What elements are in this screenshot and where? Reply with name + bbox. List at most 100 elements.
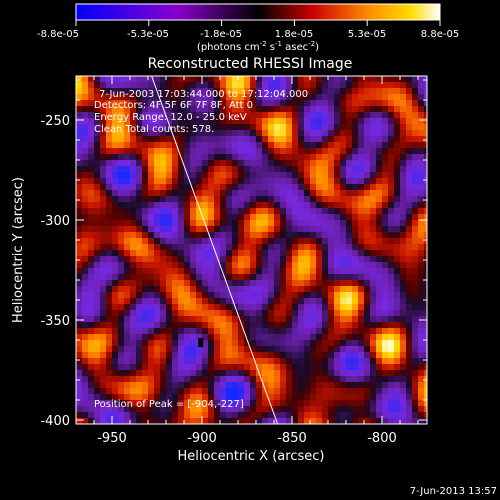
heatmap-cell xyxy=(154,226,160,232)
heatmap-cell xyxy=(196,94,202,100)
heatmap-cell xyxy=(394,88,400,94)
heatmap-cell xyxy=(100,346,106,352)
heatmap-cell xyxy=(178,100,184,106)
heatmap-cell xyxy=(118,214,124,220)
heatmap-cell xyxy=(358,322,364,328)
heatmap-cell xyxy=(292,184,298,190)
heatmap-cell xyxy=(328,406,334,412)
heatmap-cell xyxy=(322,196,328,202)
heatmap-cell xyxy=(220,394,226,400)
heatmap-cell xyxy=(178,244,184,250)
heatmap-cell xyxy=(220,76,226,82)
heatmap-cell xyxy=(388,160,394,166)
heatmap-cell xyxy=(160,94,166,100)
heatmap-cell xyxy=(88,100,94,106)
heatmap-cell xyxy=(328,76,334,82)
heatmap-cell xyxy=(250,196,256,202)
heatmap-cell xyxy=(220,358,226,364)
heatmap-cell xyxy=(190,76,196,82)
heatmap-cell xyxy=(244,184,250,190)
heatmap-cell xyxy=(214,88,220,94)
heatmap-cell xyxy=(184,298,190,304)
heatmap-cell xyxy=(286,256,292,262)
heatmap-cell xyxy=(244,382,250,388)
heatmap-cell xyxy=(346,358,352,364)
heatmap-cell xyxy=(136,136,142,142)
heatmap-cell xyxy=(310,400,316,406)
heatmap-cell xyxy=(118,208,124,214)
heatmap-cell xyxy=(232,136,238,142)
heatmap-cell xyxy=(298,166,304,172)
heatmap-cell xyxy=(148,334,154,340)
heatmap-cell xyxy=(112,238,118,244)
heatmap-cell xyxy=(292,364,298,370)
heatmap-cell xyxy=(418,268,424,274)
heatmap-cell xyxy=(340,274,346,280)
heatmap-cell xyxy=(292,370,298,376)
heatmap-cell xyxy=(328,112,334,118)
heatmap-cell xyxy=(238,238,244,244)
heatmap-cell xyxy=(190,196,196,202)
heatmap-cell xyxy=(166,100,172,106)
heatmap-cell xyxy=(142,202,148,208)
heatmap-cell xyxy=(406,256,412,262)
heatmap-cell xyxy=(244,148,250,154)
heatmap-cell xyxy=(82,328,88,334)
heatmap-cell xyxy=(76,376,82,382)
heatmap-cell xyxy=(136,358,142,364)
heatmap-cell xyxy=(262,280,268,286)
heatmap-cell xyxy=(292,328,298,334)
heatmap-cell xyxy=(226,88,232,94)
heatmap-cell xyxy=(184,244,190,250)
heatmap-cell xyxy=(358,394,364,400)
heatmap-cell xyxy=(244,178,250,184)
heatmap-cell xyxy=(172,346,178,352)
heatmap-cell xyxy=(178,238,184,244)
heatmap-cell xyxy=(418,244,424,250)
heatmap-cell xyxy=(412,130,418,136)
heatmap-cell xyxy=(424,388,427,394)
heatmap-cell xyxy=(184,130,190,136)
heatmap-cell xyxy=(148,196,154,202)
heatmap-cell xyxy=(136,292,142,298)
heatmap-cell xyxy=(166,142,172,148)
heatmap-cell xyxy=(418,148,424,154)
heatmap-cell xyxy=(178,394,184,400)
heatmap-cell xyxy=(154,136,160,142)
heatmap-cell xyxy=(412,358,418,364)
heatmap-cell xyxy=(340,184,346,190)
heatmap-cell xyxy=(160,418,166,424)
heatmap-cell xyxy=(166,418,172,424)
heatmap-cell xyxy=(400,280,406,286)
heatmap-cell xyxy=(166,370,172,376)
heatmap-cell xyxy=(358,118,364,124)
heatmap-cell xyxy=(76,94,82,100)
heatmap-cell xyxy=(274,184,280,190)
heatmap-cell xyxy=(82,94,88,100)
heatmap-cell xyxy=(382,226,388,232)
heatmap-cell xyxy=(358,124,364,130)
heatmap-cell xyxy=(316,292,322,298)
heatmap-cell xyxy=(232,280,238,286)
heatmap-cell xyxy=(304,124,310,130)
heatmap-cell xyxy=(118,376,124,382)
heatmap-cell xyxy=(250,148,256,154)
heatmap-cell xyxy=(310,124,316,130)
heatmap-cell xyxy=(154,76,160,82)
heatmap-cell xyxy=(298,124,304,130)
heatmap-cell xyxy=(160,340,166,346)
heatmap-cell xyxy=(340,358,346,364)
heatmap-cell xyxy=(154,250,160,256)
heatmap-cell xyxy=(208,274,214,280)
heatmap-cell xyxy=(376,340,382,346)
heatmap-cell xyxy=(364,124,370,130)
heatmap-cell xyxy=(370,136,376,142)
heatmap-cell xyxy=(196,136,202,142)
heatmap-cell xyxy=(322,334,328,340)
heatmap-cell xyxy=(76,412,82,418)
heatmap-cell xyxy=(418,256,424,262)
heatmap-cell xyxy=(370,406,376,412)
heatmap-cell xyxy=(286,106,292,112)
heatmap-cell xyxy=(196,292,202,298)
heatmap-cell xyxy=(304,256,310,262)
